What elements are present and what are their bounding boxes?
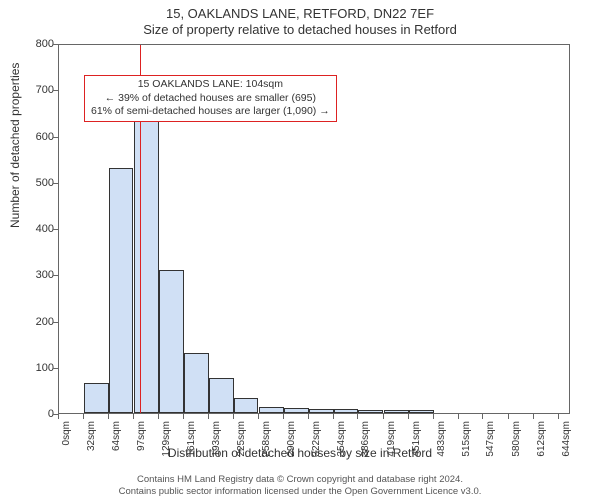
xtick-label: 161sqm: [187, 421, 197, 461]
xtick-label: 612sqm: [537, 421, 547, 461]
xtick-label: 547sqm: [486, 421, 496, 461]
ytick-label: 200: [24, 317, 54, 328]
xtick-label: 451sqm: [412, 421, 422, 461]
xtick-label: 258sqm: [262, 421, 272, 461]
annotation-box: 15 OAKLANDS LANE: 104sqm← 39% of detache…: [84, 75, 337, 122]
ytick-label: 500: [24, 178, 54, 189]
ytick-label: 0: [24, 409, 54, 420]
xtick-mark: [83, 414, 84, 419]
xtick-label: 644sqm: [562, 421, 572, 461]
y-axis-label: Number of detached properties: [8, 63, 22, 228]
xtick-label: 129sqm: [162, 421, 172, 461]
ytick-mark: [53, 137, 58, 138]
xtick-mark: [158, 414, 159, 419]
footer: Contains HM Land Registry data © Crown c…: [0, 474, 600, 498]
ytick-mark: [53, 322, 58, 323]
histogram-bar: [259, 407, 284, 413]
xtick-label: 515sqm: [462, 421, 472, 461]
histogram-bar: [134, 119, 159, 413]
histogram-bar: [84, 383, 109, 413]
annotation-line: ← 39% of detached houses are smaller (69…: [91, 92, 330, 106]
footer-line-2: Contains public sector information licen…: [0, 486, 600, 498]
xtick-label: 580sqm: [512, 421, 522, 461]
xtick-mark: [108, 414, 109, 419]
ytick-label: 300: [24, 270, 54, 281]
xtick-label: 97sqm: [137, 421, 147, 461]
xtick-mark: [433, 414, 434, 419]
ytick-mark: [53, 183, 58, 184]
xtick-label: 64sqm: [112, 421, 122, 461]
xtick-mark: [58, 414, 59, 419]
histogram-bar: [209, 378, 234, 413]
xtick-label: 0sqm: [62, 421, 72, 461]
ytick-label: 100: [24, 363, 54, 374]
histogram-bar: [109, 168, 134, 413]
histogram-bar: [334, 409, 359, 413]
annotation-line: 15 OAKLANDS LANE: 104sqm: [91, 78, 330, 92]
xtick-mark: [133, 414, 134, 419]
ytick-label: 800: [24, 39, 54, 50]
xtick-mark: [258, 414, 259, 419]
histogram-bar: [284, 408, 309, 413]
xtick-mark: [558, 414, 559, 419]
ytick-mark: [53, 229, 58, 230]
histogram-bar: [184, 353, 209, 413]
xtick-label: 354sqm: [337, 421, 347, 461]
annotation-line: 61% of semi-detached houses are larger (…: [91, 105, 330, 119]
footer-line-1: Contains HM Land Registry data © Crown c…: [0, 474, 600, 486]
ytick-label: 600: [24, 132, 54, 143]
ytick-label: 700: [24, 85, 54, 96]
xtick-mark: [283, 414, 284, 419]
xtick-label: 225sqm: [237, 421, 247, 461]
xtick-label: 419sqm: [387, 421, 397, 461]
histogram-bar: [384, 410, 409, 413]
ytick-mark: [53, 275, 58, 276]
histogram-bar: [409, 410, 434, 413]
ytick-mark: [53, 368, 58, 369]
plot-area: 15 OAKLANDS LANE: 104sqm← 39% of detache…: [58, 44, 570, 414]
xtick-mark: [482, 414, 483, 419]
histogram-bar: [234, 398, 259, 413]
xtick-mark: [183, 414, 184, 419]
ytick-label: 400: [24, 224, 54, 235]
xtick-mark: [408, 414, 409, 419]
chart: 15 OAKLANDS LANE: 104sqm← 39% of detache…: [58, 44, 570, 414]
xtick-mark: [357, 414, 358, 419]
xtick-label: 386sqm: [361, 421, 371, 461]
xtick-label: 193sqm: [212, 421, 222, 461]
xtick-mark: [308, 414, 309, 419]
histogram-bar: [159, 270, 184, 413]
xtick-mark: [233, 414, 234, 419]
xtick-mark: [458, 414, 459, 419]
xtick-mark: [333, 414, 334, 419]
ytick-mark: [53, 44, 58, 45]
xtick-label: 322sqm: [312, 421, 322, 461]
xtick-label: 32sqm: [87, 421, 97, 461]
xtick-label: 483sqm: [437, 421, 447, 461]
xtick-mark: [208, 414, 209, 419]
xtick-mark: [383, 414, 384, 419]
ytick-mark: [53, 90, 58, 91]
page-title-address: 15, OAKLANDS LANE, RETFORD, DN22 7EF: [0, 6, 600, 22]
histogram-bar: [309, 409, 334, 413]
xtick-label: 290sqm: [287, 421, 297, 461]
xtick-mark: [533, 414, 534, 419]
page-title-sub: Size of property relative to detached ho…: [0, 22, 600, 38]
xtick-mark: [508, 414, 509, 419]
histogram-bar: [358, 410, 383, 413]
